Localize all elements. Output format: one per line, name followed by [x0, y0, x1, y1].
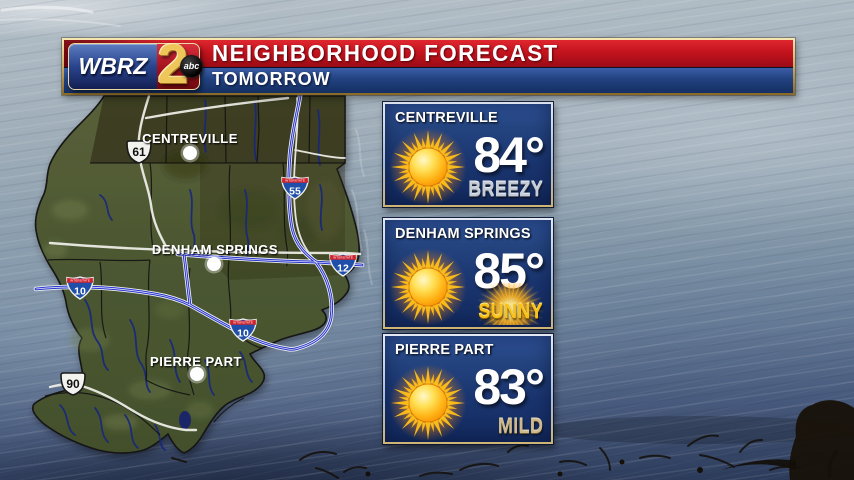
forecast-card-centreville: CENTREVILLE 84° BREEZY: [383, 102, 553, 207]
abc-network-icon: abc: [180, 55, 203, 78]
map-label-denham-springs: DENHAM SPRINGS: [152, 242, 278, 257]
us-90-shield: 90: [60, 372, 86, 396]
rivers: [59, 99, 323, 451]
forecast-card-pierre-part: PIERRE PART 83° MILD: [383, 334, 553, 444]
svg-text:INTERSTATE: INTERSTATE: [233, 321, 253, 325]
svg-text:INTERSTATE: INTERSTATE: [70, 279, 90, 283]
interstate-10-shield-west: INTERSTATE 10: [66, 276, 94, 300]
sunny-icon: [385, 124, 471, 210]
map-label-pierre-part: PIERRE PART: [150, 354, 242, 369]
interstate-55-shield: INTERSTATE 55: [281, 176, 309, 200]
card-condition: BREEZY: [468, 178, 543, 201]
card-temperature: 84°: [473, 127, 545, 183]
city-dots: [180, 143, 224, 384]
us-61-shield: 61: [126, 140, 152, 164]
card-temperature: 83°: [473, 359, 545, 415]
forecast-card-denham-springs: DENHAM SPRINGS 85° SUNNY: [383, 218, 553, 329]
landmass: [31, 95, 360, 454]
svg-text:61: 61: [132, 145, 146, 159]
sun-glow-accent: [473, 283, 547, 325]
sunny-icon: [385, 244, 471, 330]
parish-borders: [44, 95, 345, 436]
sunny-icon: [385, 360, 471, 446]
interstate-12-shield: INTERSTATE 12: [329, 253, 357, 277]
banner-title: NEIGHBORHOOD FORECAST: [212, 40, 559, 66]
interstate-10-shield-mid: INTERSTATE 10: [229, 318, 257, 342]
map-label-centreville: CENTREVILLE: [142, 131, 238, 146]
svg-text:12: 12: [337, 263, 349, 275]
card-location: DENHAM SPRINGS: [395, 226, 531, 242]
forecast-region-map: 61 INTERSTATE 55 INTERSTATE 12 INTERSTAT…: [0, 90, 380, 480]
svg-text:INTERSTATE: INTERSTATE: [333, 256, 353, 260]
svg-text:10: 10: [237, 328, 249, 340]
station-logo: WBRZ 2 abc: [64, 33, 204, 95]
svg-text:INTERSTATE: INTERSTATE: [285, 179, 305, 183]
card-condition: MILD: [497, 415, 543, 438]
svg-text:10: 10: [74, 286, 86, 298]
station-logo-blue-panel: [69, 44, 157, 89]
svg-text:55: 55: [289, 186, 301, 198]
station-call-letters: WBRZ: [78, 53, 148, 79]
station-logo-box: WBRZ: [68, 43, 200, 90]
card-condition: SUNNY: [478, 300, 543, 323]
banner-subtitle: TOMORROW: [212, 69, 331, 89]
card-location: PIERRE PART: [395, 342, 494, 358]
svg-text:90: 90: [66, 377, 80, 391]
card-location: CENTREVILLE: [395, 110, 498, 126]
